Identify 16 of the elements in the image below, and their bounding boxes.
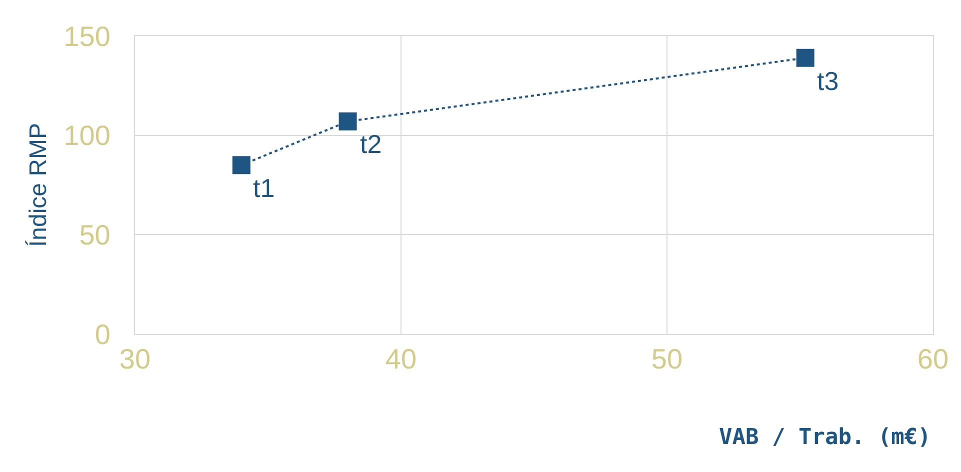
annotation: t3 xyxy=(817,66,839,96)
x-tick-label: 30 xyxy=(119,344,151,375)
y-axis-title: Índice RMP xyxy=(24,122,52,248)
x-tick-label: 40 xyxy=(385,344,417,375)
y-tick-label: 100 xyxy=(64,120,110,152)
annotation: t2 xyxy=(360,129,382,159)
point xyxy=(338,112,357,130)
y-tick-label: 50 xyxy=(79,219,110,250)
y-tick-label: 0 xyxy=(94,318,110,350)
x-axis-title: VAB / Trab. (m€) xyxy=(719,425,931,450)
annotation: t1 xyxy=(253,173,275,203)
x-tick-label: 50 xyxy=(651,344,683,375)
y-tick-label: 150 xyxy=(64,20,110,52)
x-tick-label: 60 xyxy=(917,344,949,375)
point xyxy=(232,156,250,174)
point xyxy=(796,48,814,67)
